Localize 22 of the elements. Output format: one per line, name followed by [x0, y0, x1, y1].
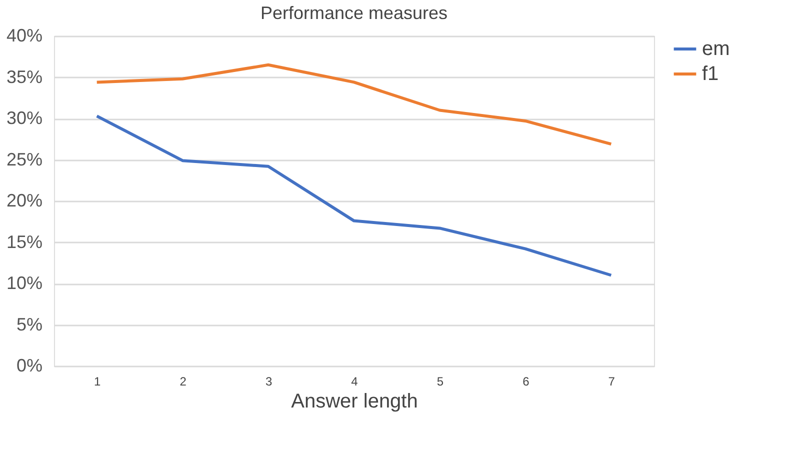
y-tick-label: 5% — [16, 314, 42, 334]
x-tick-label: 6 — [522, 374, 530, 388]
chart-title: Performance measures — [260, 3, 448, 23]
x-tick-label: 7 — [608, 374, 616, 388]
line-series — [95, 114, 613, 277]
x-tick-label: 2 — [180, 374, 187, 388]
line-series — [95, 63, 613, 146]
y-tick-label: 25% — [6, 149, 42, 170]
y-tick-label: 0% — [16, 356, 42, 376]
legend-label: em — [702, 38, 730, 60]
y-tick-label: 40% — [6, 26, 42, 46]
x-tick-label: 5 — [436, 374, 444, 388]
legend-label: f1 — [702, 63, 719, 85]
y-tick-label: 20% — [6, 190, 42, 210]
x-tick-label: 4 — [351, 374, 358, 388]
x-tick-label: 3 — [265, 374, 272, 388]
y-tick-label: 30% — [6, 108, 42, 128]
y-tick-label: 15% — [6, 232, 42, 252]
x-tick-label: 1 — [94, 374, 102, 388]
x-axis-title: Answer length — [291, 390, 418, 412]
y-tick-label: 35% — [6, 66, 42, 87]
y-tick-label: 10% — [6, 273, 42, 293]
